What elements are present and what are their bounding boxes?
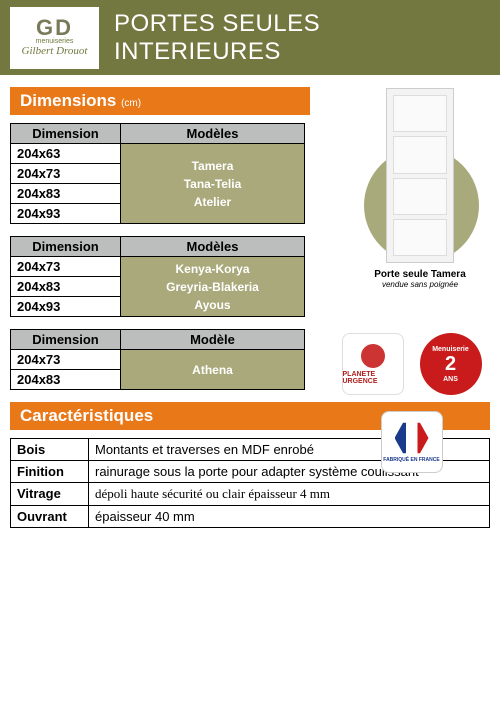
badge-top: Menuiserie bbox=[432, 346, 469, 353]
badge-fabrique-france: FABRIQUÉ EN FRANCE bbox=[381, 411, 443, 473]
badge-ans: ANS bbox=[443, 376, 458, 383]
th-mod: Modèle bbox=[121, 330, 305, 350]
section-dimensions: Dimensions (cm) bbox=[10, 87, 310, 115]
logo-initials: GD bbox=[36, 18, 73, 38]
char-val: épaisseur 40 mm bbox=[89, 506, 490, 528]
badge-years: 2 bbox=[445, 353, 456, 376]
table-row: 204x93 bbox=[11, 297, 121, 317]
logo-line1: menuiseries bbox=[36, 38, 74, 45]
badge-garantie-2ans: Menuiserie 2 ANS bbox=[420, 333, 482, 395]
door-caption: Porte seule Tamera bbox=[350, 269, 490, 280]
models-cell: Kenya-KoryaGreyria-BlakeriaAyous bbox=[121, 257, 305, 317]
france-flag-icon bbox=[395, 421, 429, 455]
char-val-text: dépoli haute sécurité ou clair épaisseur… bbox=[95, 486, 330, 501]
badge-label: PLANETE URGENCE bbox=[343, 371, 403, 385]
char-key: Bois bbox=[11, 439, 89, 461]
table-row: 204x73 bbox=[11, 257, 121, 277]
table-row: 204x83 bbox=[11, 184, 121, 204]
section-dimensions-unit: (cm) bbox=[121, 98, 141, 109]
header-bar: GD menuiseries Gilbert Drouot PORTES SEU… bbox=[0, 0, 500, 75]
sun-icon bbox=[361, 344, 385, 368]
door-illustration bbox=[386, 88, 454, 263]
th-dim: Dimension bbox=[11, 237, 121, 257]
th-mod: Modèles bbox=[121, 237, 305, 257]
table-row: 204x93 bbox=[11, 204, 121, 224]
dim-table-3: DimensionModèle 204x73Athena 204x83 bbox=[10, 329, 305, 390]
table-row: 204x83 bbox=[11, 370, 121, 390]
th-dim: Dimension bbox=[11, 124, 121, 144]
badges-group: PLANETE URGENCE Menuiserie 2 ANS FABRIQU… bbox=[329, 333, 494, 473]
models-cell: Athena bbox=[121, 350, 305, 390]
tables-zone: Porte seule Tamera vendue sans poignée D… bbox=[0, 123, 500, 390]
badge-label: FABRIQUÉ EN FRANCE bbox=[383, 457, 439, 463]
table-row: 204x83 bbox=[11, 277, 121, 297]
th-mod: Modèles bbox=[121, 124, 305, 144]
char-key: Ouvrant bbox=[11, 506, 89, 528]
char-key: Finition bbox=[11, 461, 89, 483]
char-key: Vitrage bbox=[11, 483, 89, 506]
door-subcaption: vendue sans poignée bbox=[350, 280, 490, 289]
door-figure: Porte seule Tamera vendue sans poignée bbox=[350, 88, 490, 289]
char-val: dépoli haute sécurité ou clair épaisseur… bbox=[89, 483, 490, 506]
dim-table-2: DimensionModèles 204x73Kenya-KoryaGreyri… bbox=[10, 236, 305, 317]
page-title: PORTES SEULES INTERIEURES bbox=[114, 10, 490, 66]
table-row: 204x63 bbox=[11, 144, 121, 164]
th-dim: Dimension bbox=[11, 330, 121, 350]
table-row: 204x73 bbox=[11, 350, 121, 370]
badge-planete-urgence: PLANETE URGENCE bbox=[342, 333, 404, 395]
logo-signature: Gilbert Drouot bbox=[22, 45, 88, 57]
models-cell: TameraTana-TeliaAtelier bbox=[121, 144, 305, 224]
section-dimensions-label: Dimensions bbox=[20, 91, 116, 110]
dim-table-1: DimensionModèles 204x63TameraTana-TeliaA… bbox=[10, 123, 305, 224]
table-row: 204x73 bbox=[11, 164, 121, 184]
brand-logo: GD menuiseries Gilbert Drouot bbox=[10, 7, 99, 69]
